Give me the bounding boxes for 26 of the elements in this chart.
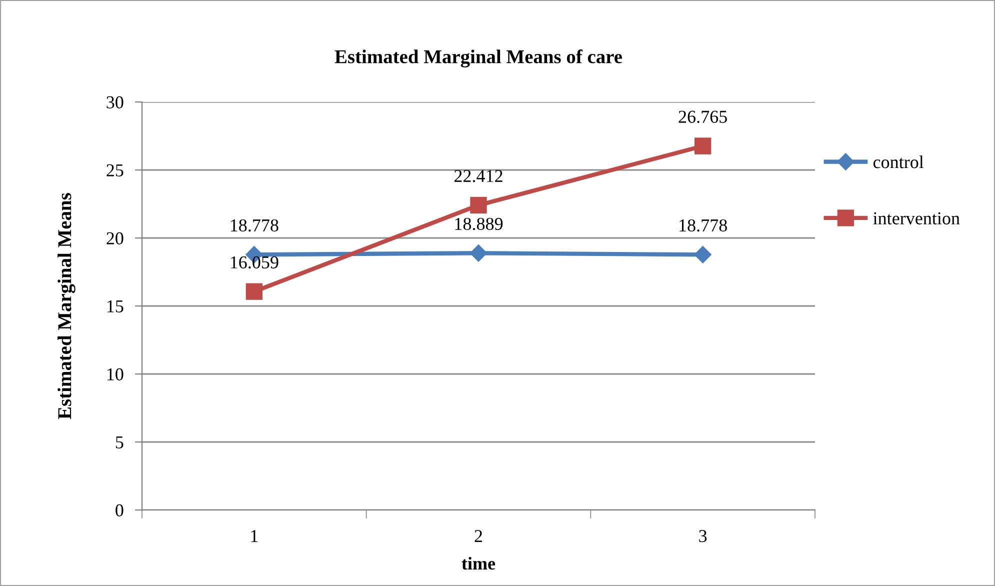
y-tick-label: 30 bbox=[106, 96, 124, 108]
y-tick-label: 5 bbox=[116, 436, 124, 448]
data-label: 18.778 bbox=[230, 219, 278, 232]
point bbox=[246, 283, 262, 300]
y-tick-label: 10 bbox=[107, 368, 124, 380]
point bbox=[470, 196, 487, 214]
y-tick-label: 20 bbox=[106, 232, 124, 244]
legend-label: intervention bbox=[873, 212, 960, 224]
point bbox=[470, 244, 488, 262]
data-label: 16.059 bbox=[230, 256, 278, 269]
data-label: 26.765 bbox=[678, 110, 727, 123]
x-tick-label: 2 bbox=[474, 530, 482, 542]
point bbox=[694, 246, 712, 264]
data-label: 18.778 bbox=[680, 219, 727, 232]
y-tick-label: 0 bbox=[116, 504, 124, 516]
y-axis-title: Estimated Marginal Means bbox=[58, 193, 76, 420]
x-tick-label: 3 bbox=[699, 530, 707, 542]
y-tick-label: 25 bbox=[106, 164, 124, 176]
x-axis-title: time bbox=[462, 556, 496, 570]
point bbox=[694, 138, 712, 154]
data-label: 22.412 bbox=[454, 170, 502, 182]
data-label: 18.889 bbox=[455, 218, 503, 230]
chart-title: Estimated Marginal Means of care bbox=[334, 49, 622, 68]
legend-label: control bbox=[873, 156, 924, 168]
x-tick-label: 1 bbox=[251, 530, 258, 542]
y-tick-label: 15 bbox=[107, 300, 124, 312]
